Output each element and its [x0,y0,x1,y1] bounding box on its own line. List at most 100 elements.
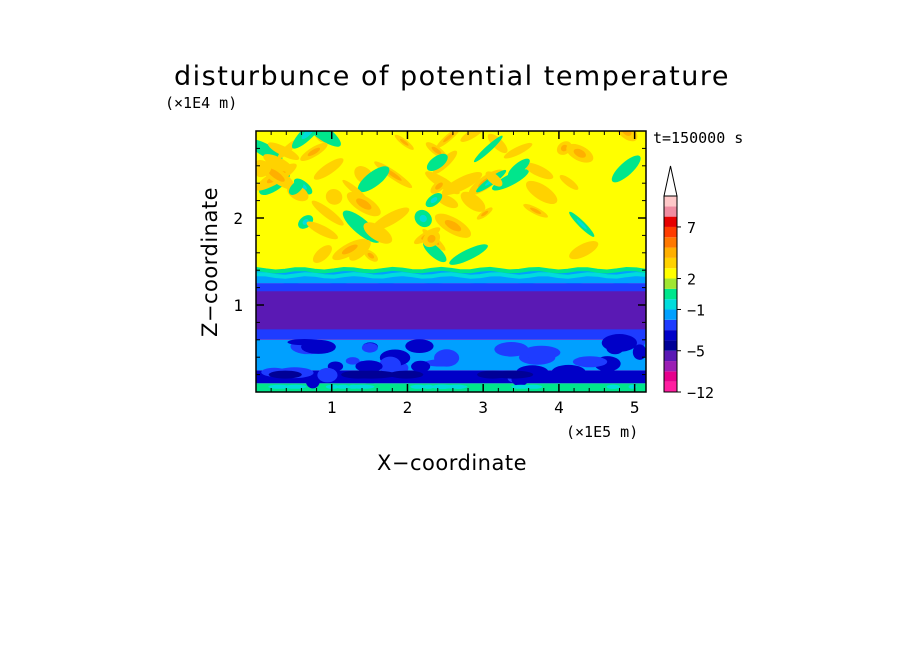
colorbar-swatch [664,237,677,248]
texture-core [481,210,489,217]
plot-frame [255,130,647,393]
texture-core [430,197,438,204]
texture-eddy [355,360,383,373]
texture-blob [288,180,304,195]
texture-speck [348,384,359,389]
texture-eddy [361,343,378,353]
texture-eddy [268,370,302,379]
x-axis-label: X−coordinate [377,451,527,475]
texture-blob [306,221,339,240]
y-axis-label: Z−coordinate [198,187,222,337]
texture-blob [342,179,368,201]
texture-core [267,168,285,182]
texture-eddy [379,356,401,373]
texture-speck [628,384,637,389]
texture-blob [311,200,344,226]
texture-core [530,207,542,214]
texture-eddy [317,367,338,383]
texture-blob [349,240,371,261]
texture-blob [313,158,344,180]
texture-speck [432,384,452,389]
x-tick-label: 2 [403,398,413,417]
texture-eddy [551,364,586,380]
texture-eddy [345,370,397,379]
texture-blob [460,191,486,212]
texture-blob [507,158,530,178]
texture-eddy [405,339,434,353]
texture-stripe [256,266,646,274]
texture-speck [268,384,291,389]
texture-blob [559,175,579,190]
texture-stripe [256,277,646,284]
texture-blob [372,207,410,231]
colorbar-swatch [664,371,677,382]
texture-stripe [256,272,646,279]
texture-eddy [522,345,561,360]
time-label: t=150000 s [653,129,743,147]
texture-speck [445,384,468,389]
texture-blob [426,153,448,171]
x-axis-unit: (×1E5 m) [566,423,638,441]
texture-core [431,146,442,155]
texture-eddy [305,372,320,389]
texture-blob [569,241,599,260]
texture-eddy [632,344,646,360]
colorbar-swatch [664,340,677,351]
texture-core [444,220,462,232]
x-tick-label: 3 [478,398,488,417]
texture-speck [336,384,350,389]
texture-core [419,214,427,223]
contour-field [256,131,646,392]
texture-eddy [389,370,424,379]
texture-blob [312,245,332,263]
texture-eddy [494,342,529,357]
colorbar-swatch [664,247,677,258]
colorbar-swatch [664,299,677,310]
texture-eddy [477,370,509,379]
colorbar-tick-label: −1 [687,301,705,319]
texture-core [560,144,568,152]
x-tick-label: 4 [554,398,564,417]
x-axis-ticks: 1 2 3 4 5 [270,131,640,417]
texture-blob [325,188,343,205]
texture-stripe [256,283,646,292]
texture-eddy [287,339,322,346]
texture-blob [363,222,393,244]
texture-core [399,138,409,146]
texture-blob [524,162,554,180]
texture-stripe [256,329,646,340]
texture-blob [449,244,488,265]
colorbar-tick-label: −12 [687,384,714,402]
texture-blob [525,180,558,205]
texture-blob [441,172,483,196]
texture-core [427,234,436,243]
texture-core [301,131,315,140]
texture-blob [460,131,485,142]
texture-blob [503,142,533,159]
texture-core [576,219,587,230]
colorbar-swatch [664,226,677,238]
colorbar-swatch [664,381,677,392]
texture-core [443,132,455,143]
texture-speck [284,384,307,389]
texture-eddy [434,349,460,367]
texture-speck [410,384,427,389]
texture-core [435,182,443,190]
colorbar-swatch [664,216,677,227]
texture-blob [485,171,503,187]
texture-core [367,252,375,259]
colorbar-tick-label: 7 [687,219,696,237]
texture-core [307,147,321,157]
x-tick-label: 1 [327,398,337,417]
colorbar-swatch [664,268,677,279]
texture-eddy [411,360,431,373]
colorbar-swatch [664,206,677,217]
texture-core [573,148,586,158]
colorbar-swatch [664,257,677,269]
texture-eddy [601,334,638,352]
texture-eddy [572,356,608,368]
colorbar: −12−5−127 [663,165,714,402]
colorbar-swatch [664,309,677,320]
x-tick-label: 5 [630,398,640,417]
